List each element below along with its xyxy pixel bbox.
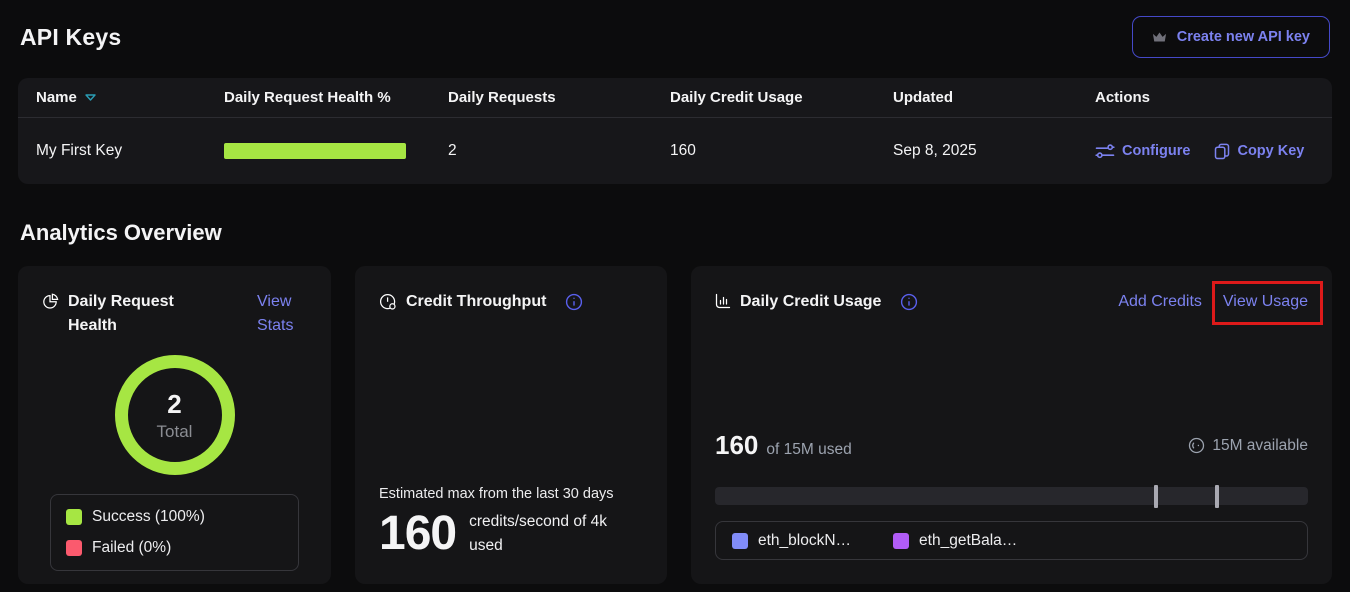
bar-chart-icon [715,293,731,309]
daily-requests-value: 2 [448,142,457,159]
throughput-unit: credits/second of 4k used [469,513,607,554]
column-header-name[interactable]: Name [36,89,224,106]
eth-blocknumber-swatch [732,532,748,549]
health-card-header: Daily Request Health View Stats [42,290,307,338]
api-keys-header: API Keys Create new API key [18,0,1332,58]
column-header-actions: Actions [1095,89,1151,106]
success-swatch [66,509,82,525]
daily-request-health-card: Daily Request Health View Stats 2 Total … [18,266,331,584]
column-header-health: Daily Request Health % [224,89,391,106]
column-header-requests: Daily Requests [448,89,556,106]
add-credits-link[interactable]: Add Credits [1118,293,1202,310]
success-label: Success (100%) [92,508,205,525]
copy-icon [1214,143,1230,160]
table-header-row: Name Daily Request Health % Daily Reques… [18,78,1332,118]
health-legend: Success (100%) Failed (0%) [50,494,299,571]
analytics-overview-title: Analytics Overview [20,220,222,245]
health-bar [224,143,406,159]
eth-getbalance-label: eth_getBala… [919,531,1018,549]
column-label-name: Name [36,89,77,106]
legend-item-failed: Failed (0%) [66,539,283,557]
configure-button[interactable]: Configure [1095,143,1190,159]
info-icon[interactable] [900,293,918,311]
usage-progress-bar [715,485,1308,508]
view-usage-link[interactable]: View Usage [1222,293,1308,310]
health-donut-chart: 2 Total [113,353,237,477]
throughput-card-header: Credit Throughput [379,290,643,314]
legend-item-success: Success (100%) [66,508,283,526]
throughput-card-title: Credit Throughput [406,293,547,310]
credit-throughput-card: Credit Throughput Estimated max from the… [355,266,667,584]
donut-center: 2 Total [113,353,237,477]
gauge-icon [379,293,397,311]
pie-chart-icon [42,293,59,310]
sliders-icon [1095,143,1115,159]
column-header-credit-usage: Daily Credit Usage [670,89,803,106]
eth-getbalance-swatch [893,532,910,549]
throughput-value-row: 160 credits/second of 4k used [379,510,643,558]
credits-available-label: 15M available [1212,436,1308,454]
legend-item-eth-blocknumber: eth_blockN… [732,532,851,550]
credits-used-suffix: of 15M used [766,441,852,458]
eth-blocknumber-label: eth_blockN… [758,531,852,549]
health-card-title: Daily Request Health [68,293,174,334]
usage-card-title: Daily Credit Usage [740,293,882,310]
donut-total-label: Total [156,421,193,441]
spacer [379,314,643,486]
actions-cell: Configure Copy Key [1095,143,1314,160]
create-api-key-label: Create new API key [1176,29,1310,45]
credits-available: 15M available [1188,437,1308,455]
health-bar-cell [224,143,448,159]
throughput-value: 160 [379,507,457,560]
usage-threshold-marker [1215,485,1220,508]
coin-icon [1188,437,1205,454]
view-stats-link[interactable]: View Stats [257,293,294,334]
sort-desc-icon[interactable] [85,94,96,101]
failed-swatch [66,540,82,556]
view-usage-wrapper: View Usage [1211,281,1323,325]
copy-key-button[interactable]: Copy Key [1214,143,1304,160]
health-bar-fill [224,143,406,159]
credits-used-value: 160 [715,430,759,460]
failed-label: Failed (0%) [92,539,172,556]
table-row: My First Key 2 160 Sep 8, 2025 Conf [18,118,1332,184]
donut-total-value: 2 [167,388,182,419]
info-icon[interactable] [565,293,583,311]
analytics-cards: Daily Request Health View Stats 2 Total … [18,266,1332,584]
daily-credit-usage-value: 160 [670,142,696,159]
throughput-subtitle: Estimated max from the last 30 days [379,486,614,502]
column-header-updated: Updated [893,89,953,106]
daily-credit-usage-card: Daily Credit Usage Add Credits View Usag… [691,266,1332,584]
usage-stats-row: 160 of 15M used 15M available [715,430,1308,461]
usage-threshold-marker [1154,485,1159,508]
create-api-key-button[interactable]: Create new API key [1131,16,1330,58]
copy-key-label: Copy Key [1237,143,1305,159]
key-name: My First Key [36,142,123,159]
api-keys-table: Name Daily Request Health % Daily Reques… [18,78,1332,184]
usage-card-header: Daily Credit Usage Add Credits View Usag… [715,281,1323,325]
usage-legend: eth_blockN… eth_getBala… [715,521,1308,560]
page-title: API Keys [20,23,122,50]
updated-value: Sep 8, 2025 [893,142,977,159]
configure-label: Configure [1122,143,1191,159]
legend-item-eth-getbalance: eth_getBala… [893,532,1017,550]
usage-links: Add Credits View Usage [1118,281,1323,325]
crown-icon [1152,31,1167,43]
